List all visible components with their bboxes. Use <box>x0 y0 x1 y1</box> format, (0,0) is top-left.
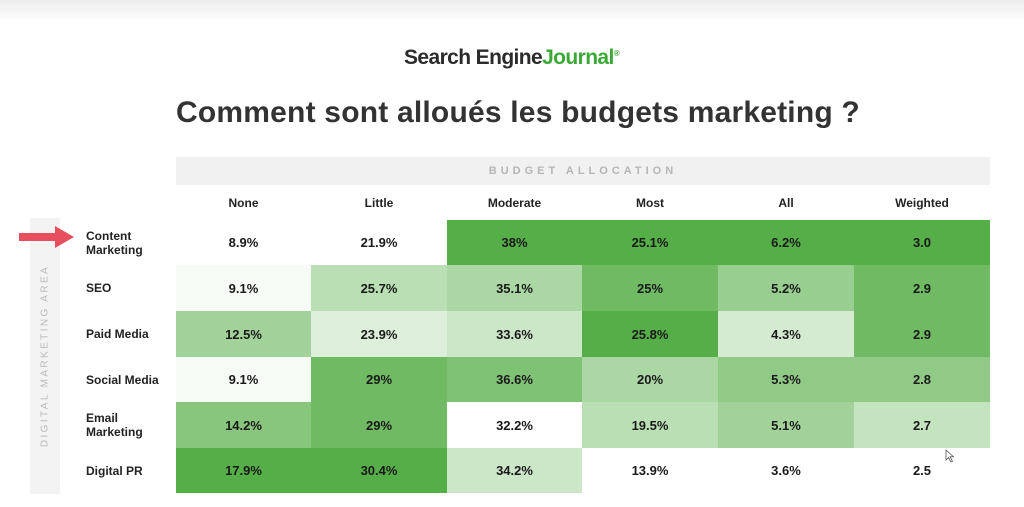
heatmap-cell: 2.8 <box>854 357 990 402</box>
heatmap-cell: 4.3% <box>718 311 854 357</box>
heatmap-cell: 13.9% <box>582 448 718 493</box>
heatmap-cell: 9.1% <box>176 265 311 311</box>
column-header: None <box>228 196 259 210</box>
heatmap-cell: 29% <box>311 357 447 402</box>
heatmap-cell: 34.2% <box>447 448 582 493</box>
heatmap-cell: 21.9% <box>311 220 447 265</box>
heatmap-cell: 19.5% <box>582 402 718 448</box>
heatmap-cell: 14.2% <box>176 402 311 448</box>
slide-title: Comment sont alloués les budgets marketi… <box>176 96 860 129</box>
heatmap-cell: 25% <box>582 265 718 311</box>
heatmap-cell: 38% <box>447 220 582 265</box>
column-header: Moderate <box>487 196 542 210</box>
heatmap-cell: 2.7 <box>854 402 990 448</box>
heatmap-cell: 25.7% <box>311 265 447 311</box>
row-label: Content Marketing <box>86 228 143 257</box>
heatmap-cell: 35.1% <box>447 265 582 311</box>
row-label: Email Marketing <box>86 411 143 439</box>
heatmap-cell: 23.9% <box>311 311 447 357</box>
chart-title: BUDGET ALLOCATION <box>176 157 990 185</box>
heatmap-cell: 6.2% <box>718 220 854 265</box>
heatmap-cell: 33.6% <box>447 311 582 357</box>
row-label: SEO <box>86 281 112 295</box>
y-axis-label: DIGITAL MARKETING AREA <box>39 264 51 448</box>
column-header: Little <box>364 196 394 210</box>
column-header: All <box>778 196 794 210</box>
heatmap-cell: 2.9 <box>854 265 990 311</box>
heatmap-cell: 3.0 <box>854 220 990 265</box>
row-label: Paid Media <box>86 327 149 341</box>
heatmap-cell: 25.1% <box>582 220 718 265</box>
heatmap-cell: 12.5% <box>176 311 311 357</box>
heatmap-cell: 20% <box>582 357 718 402</box>
column-header: Weighted <box>895 196 949 210</box>
heatmap-cell: 25.8% <box>582 311 718 357</box>
heatmap-cell: 17.9% <box>176 448 311 493</box>
heatmap-cell: 2.5 <box>854 448 990 493</box>
heatmap-cell: 8.9% <box>176 220 311 265</box>
heatmap-cell: 5.1% <box>718 402 854 448</box>
heatmap-cell: 32.2% <box>447 402 582 448</box>
heatmap-cell: 3.6% <box>718 448 854 493</box>
row-label: Social Media <box>86 372 159 387</box>
row-label: Digital PR <box>86 463 143 478</box>
mouse-cursor-icon <box>945 449 955 463</box>
brand-logo: Search EngineJournal® <box>404 46 620 69</box>
heatmap-cell: 2.9 <box>854 311 990 357</box>
right-arrow-icon <box>19 226 74 248</box>
top-band <box>0 0 1024 22</box>
column-header: Most <box>636 196 664 210</box>
y-axis-band <box>30 218 60 494</box>
heatmap-cell: 29% <box>311 402 447 448</box>
heatmap-cell: 30.4% <box>311 448 447 493</box>
heatmap-cell: 9.1% <box>176 357 311 402</box>
heatmap-cell: 5.2% <box>718 265 854 311</box>
heatmap-cell: 36.6% <box>447 357 582 402</box>
heatmap-cell: 5.3% <box>718 357 854 402</box>
